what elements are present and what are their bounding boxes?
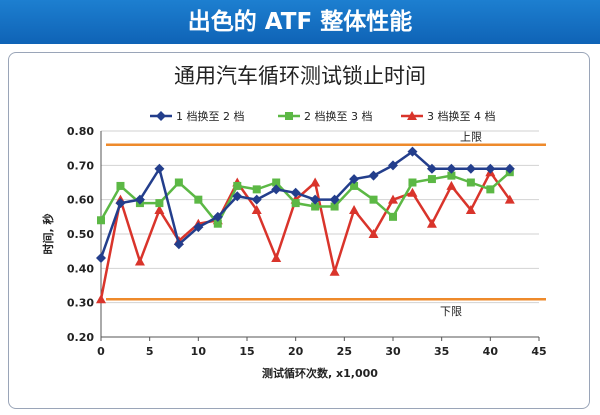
data-point [96,294,106,304]
data-point [232,191,243,202]
limit-label: 下限 [440,305,462,318]
data-point [350,181,359,190]
chart-panel [8,52,590,409]
x-tick-label: 30 [385,345,401,358]
x-axis-label: 测试循环次数, x1,000 [262,366,378,380]
legend-label: 2 档换至 3 档 [304,109,373,123]
data-point [212,211,223,222]
data-point [290,187,301,198]
data-point [486,185,495,194]
x-tick-label: 5 [146,345,154,358]
data-point [96,253,106,264]
data-point [291,199,300,208]
y-tick-label: 0.80 [67,125,94,138]
data-point [388,194,398,204]
data-point [465,163,476,174]
limit-label: 上限 [460,131,482,144]
y-tick-label: 0.30 [67,297,94,310]
data-point [213,219,222,228]
data-point [233,181,242,190]
x-tick-label: 10 [191,345,207,358]
data-point [407,146,418,157]
data-point [465,204,476,214]
y-tick-label: 0.40 [67,262,94,275]
x-tick-label: 20 [288,345,304,358]
chart-title: 通用汽车循环测试锁止时间 [174,64,426,88]
data-point [134,194,145,205]
series-line [99,150,510,259]
data-point [134,256,145,266]
x-tick-label: 40 [483,345,499,358]
legend-label: 3 档换至 4 档 [427,109,496,123]
data-point [427,175,436,184]
data-point [310,177,321,187]
data-point [115,198,126,209]
data-point [251,204,262,214]
data-point [368,170,379,181]
data-point [154,204,165,214]
data-point [271,253,282,263]
data-point [116,181,125,190]
data-point [485,163,496,174]
data-point [155,199,164,208]
data-point [97,216,105,225]
data-point [408,178,417,187]
data-point [194,195,203,204]
data-point [349,174,360,185]
data-point [251,194,262,205]
data-point [504,194,515,204]
data-point [330,202,339,211]
data-point [174,178,183,187]
data-point [349,204,360,214]
banner-title: 出色的 ATF 整体性能 [0,0,600,44]
x-tick-label: 35 [434,345,449,358]
data-point [311,202,320,211]
data-point [504,163,515,174]
data-point [446,180,457,190]
data-point [388,160,398,171]
y-tick-label: 0.50 [67,228,94,241]
data-point [368,229,379,238]
series-line [99,171,511,225]
data-point [407,187,418,197]
data-point [272,178,281,187]
data-point [154,163,165,174]
y-tick-label: 0.60 [67,194,94,207]
x-tick-label: 25 [337,345,352,358]
data-point [310,194,321,205]
data-point [426,218,437,228]
data-point [447,171,456,180]
x-tick-label: 15 [239,345,254,358]
series-line [99,170,511,300]
y-axis-label: 时间, 秒 [41,213,55,254]
data-point [407,111,417,120]
data-point [173,239,184,250]
data-point [389,212,397,221]
data-point [193,222,204,233]
data-point [446,163,457,174]
data-point [271,184,282,195]
x-tick-label: 45 [531,345,546,358]
data-point [466,178,475,187]
y-tick-label: 0.20 [67,331,94,344]
data-point [156,111,166,121]
data-point [329,266,340,276]
legend-label: 1 档换至 2 档 [176,109,245,123]
data-point [369,195,378,204]
y-tick-label: 0.70 [67,159,94,172]
x-tick-label: 0 [97,345,105,358]
data-point [329,194,340,205]
data-point [426,163,437,174]
data-point [252,185,261,194]
data-point [285,112,293,120]
